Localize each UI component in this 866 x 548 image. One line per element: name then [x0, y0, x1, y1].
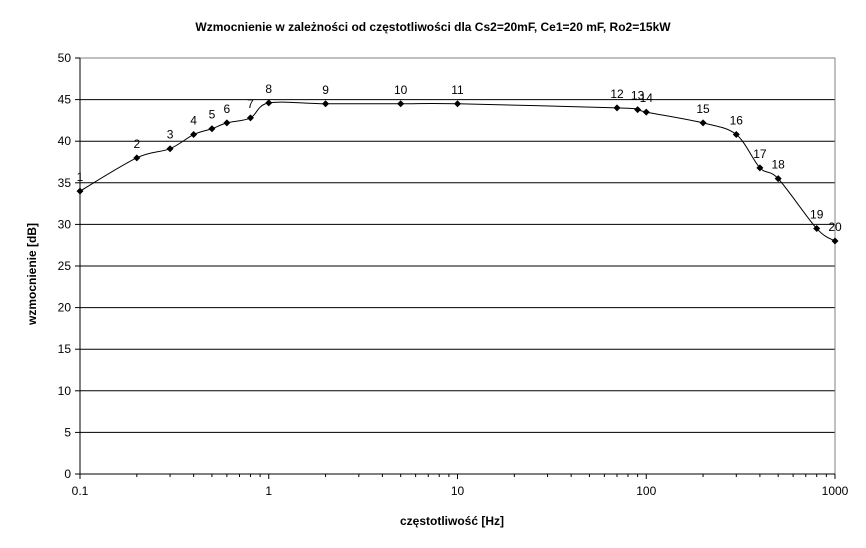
- axes: [75, 57, 836, 479]
- y-tick-label: 45: [58, 93, 72, 107]
- data-label-2: 2: [133, 137, 140, 151]
- x-axis-title: częstotliwość [Hz]: [400, 514, 504, 528]
- data-label-13: 13: [631, 89, 645, 103]
- data-point-2: [133, 154, 141, 162]
- data-point-20: [831, 237, 839, 245]
- data-label-19: 19: [810, 208, 824, 222]
- x-tick-labels: 0.1 1 10 100 1000: [72, 484, 849, 498]
- data-point-17: [756, 164, 764, 172]
- data-label-7: 7: [247, 97, 254, 111]
- data-point-6: [223, 119, 231, 127]
- data-label-4: 4: [190, 114, 197, 128]
- data-point-8: [265, 99, 273, 107]
- data-label-1: 1: [77, 170, 84, 184]
- data-label-6: 6: [224, 102, 231, 116]
- chart-title: Wzmocnienie w zależności od częstotliwoś…: [195, 20, 671, 34]
- data-label-17: 17: [753, 147, 767, 161]
- data-label-15: 15: [696, 102, 710, 116]
- data-point-5: [208, 125, 216, 133]
- y-tick-label: 50: [58, 51, 72, 65]
- y-tick-label: 15: [58, 342, 72, 356]
- y-tick-label: 0: [64, 467, 71, 481]
- data-point-9: [322, 100, 330, 108]
- x-tick-label: 0.1: [72, 484, 89, 498]
- data-point-16: [732, 131, 740, 139]
- data-point-11: [454, 100, 461, 108]
- data-point-15: [699, 119, 707, 127]
- x-tick-label: 100: [636, 484, 656, 498]
- data-point-19: [813, 225, 821, 233]
- data-markers: [76, 99, 839, 245]
- data-point-14: [642, 108, 650, 116]
- data-point-18: [774, 175, 782, 183]
- data-label-20: 20: [828, 220, 842, 234]
- x-tick-label: 1: [265, 484, 272, 498]
- data-label-5: 5: [209, 108, 216, 122]
- data-label-16: 16: [730, 114, 744, 128]
- data-point-7: [246, 114, 254, 122]
- y-tick-label: 25: [58, 259, 72, 273]
- y-axis-title: wzmocnienie [dB]: [25, 223, 39, 326]
- y-tick-label: 5: [64, 425, 71, 439]
- data-label-3: 3: [167, 128, 174, 142]
- x-tick-label: 10: [451, 484, 465, 498]
- data-label-9: 9: [322, 83, 329, 97]
- y-tick-label: 35: [58, 176, 72, 190]
- y-tick-labels: 0 5 10 15 20 25 30 35 40 45 50: [58, 51, 72, 481]
- y-tick-label: 10: [58, 384, 72, 398]
- y-tick-label: 30: [58, 217, 72, 231]
- data-point-1: [76, 187, 84, 195]
- y-tick-label: 40: [58, 134, 72, 148]
- y-tick-label: 20: [58, 301, 72, 315]
- data-point-3: [166, 145, 174, 153]
- data-label-12: 12: [610, 87, 624, 101]
- data-label-14: 14: [640, 91, 654, 105]
- data-label-11: 11: [451, 83, 464, 97]
- data-point-10: [397, 100, 405, 108]
- data-label-8: 8: [265, 82, 272, 96]
- data-point-4: [190, 131, 198, 139]
- data-label-10: 10: [394, 83, 408, 97]
- x-tick-label: 1000: [822, 484, 849, 498]
- data-point-12: [613, 104, 621, 112]
- data-point-13: [634, 106, 642, 114]
- data-label-18: 18: [772, 158, 786, 172]
